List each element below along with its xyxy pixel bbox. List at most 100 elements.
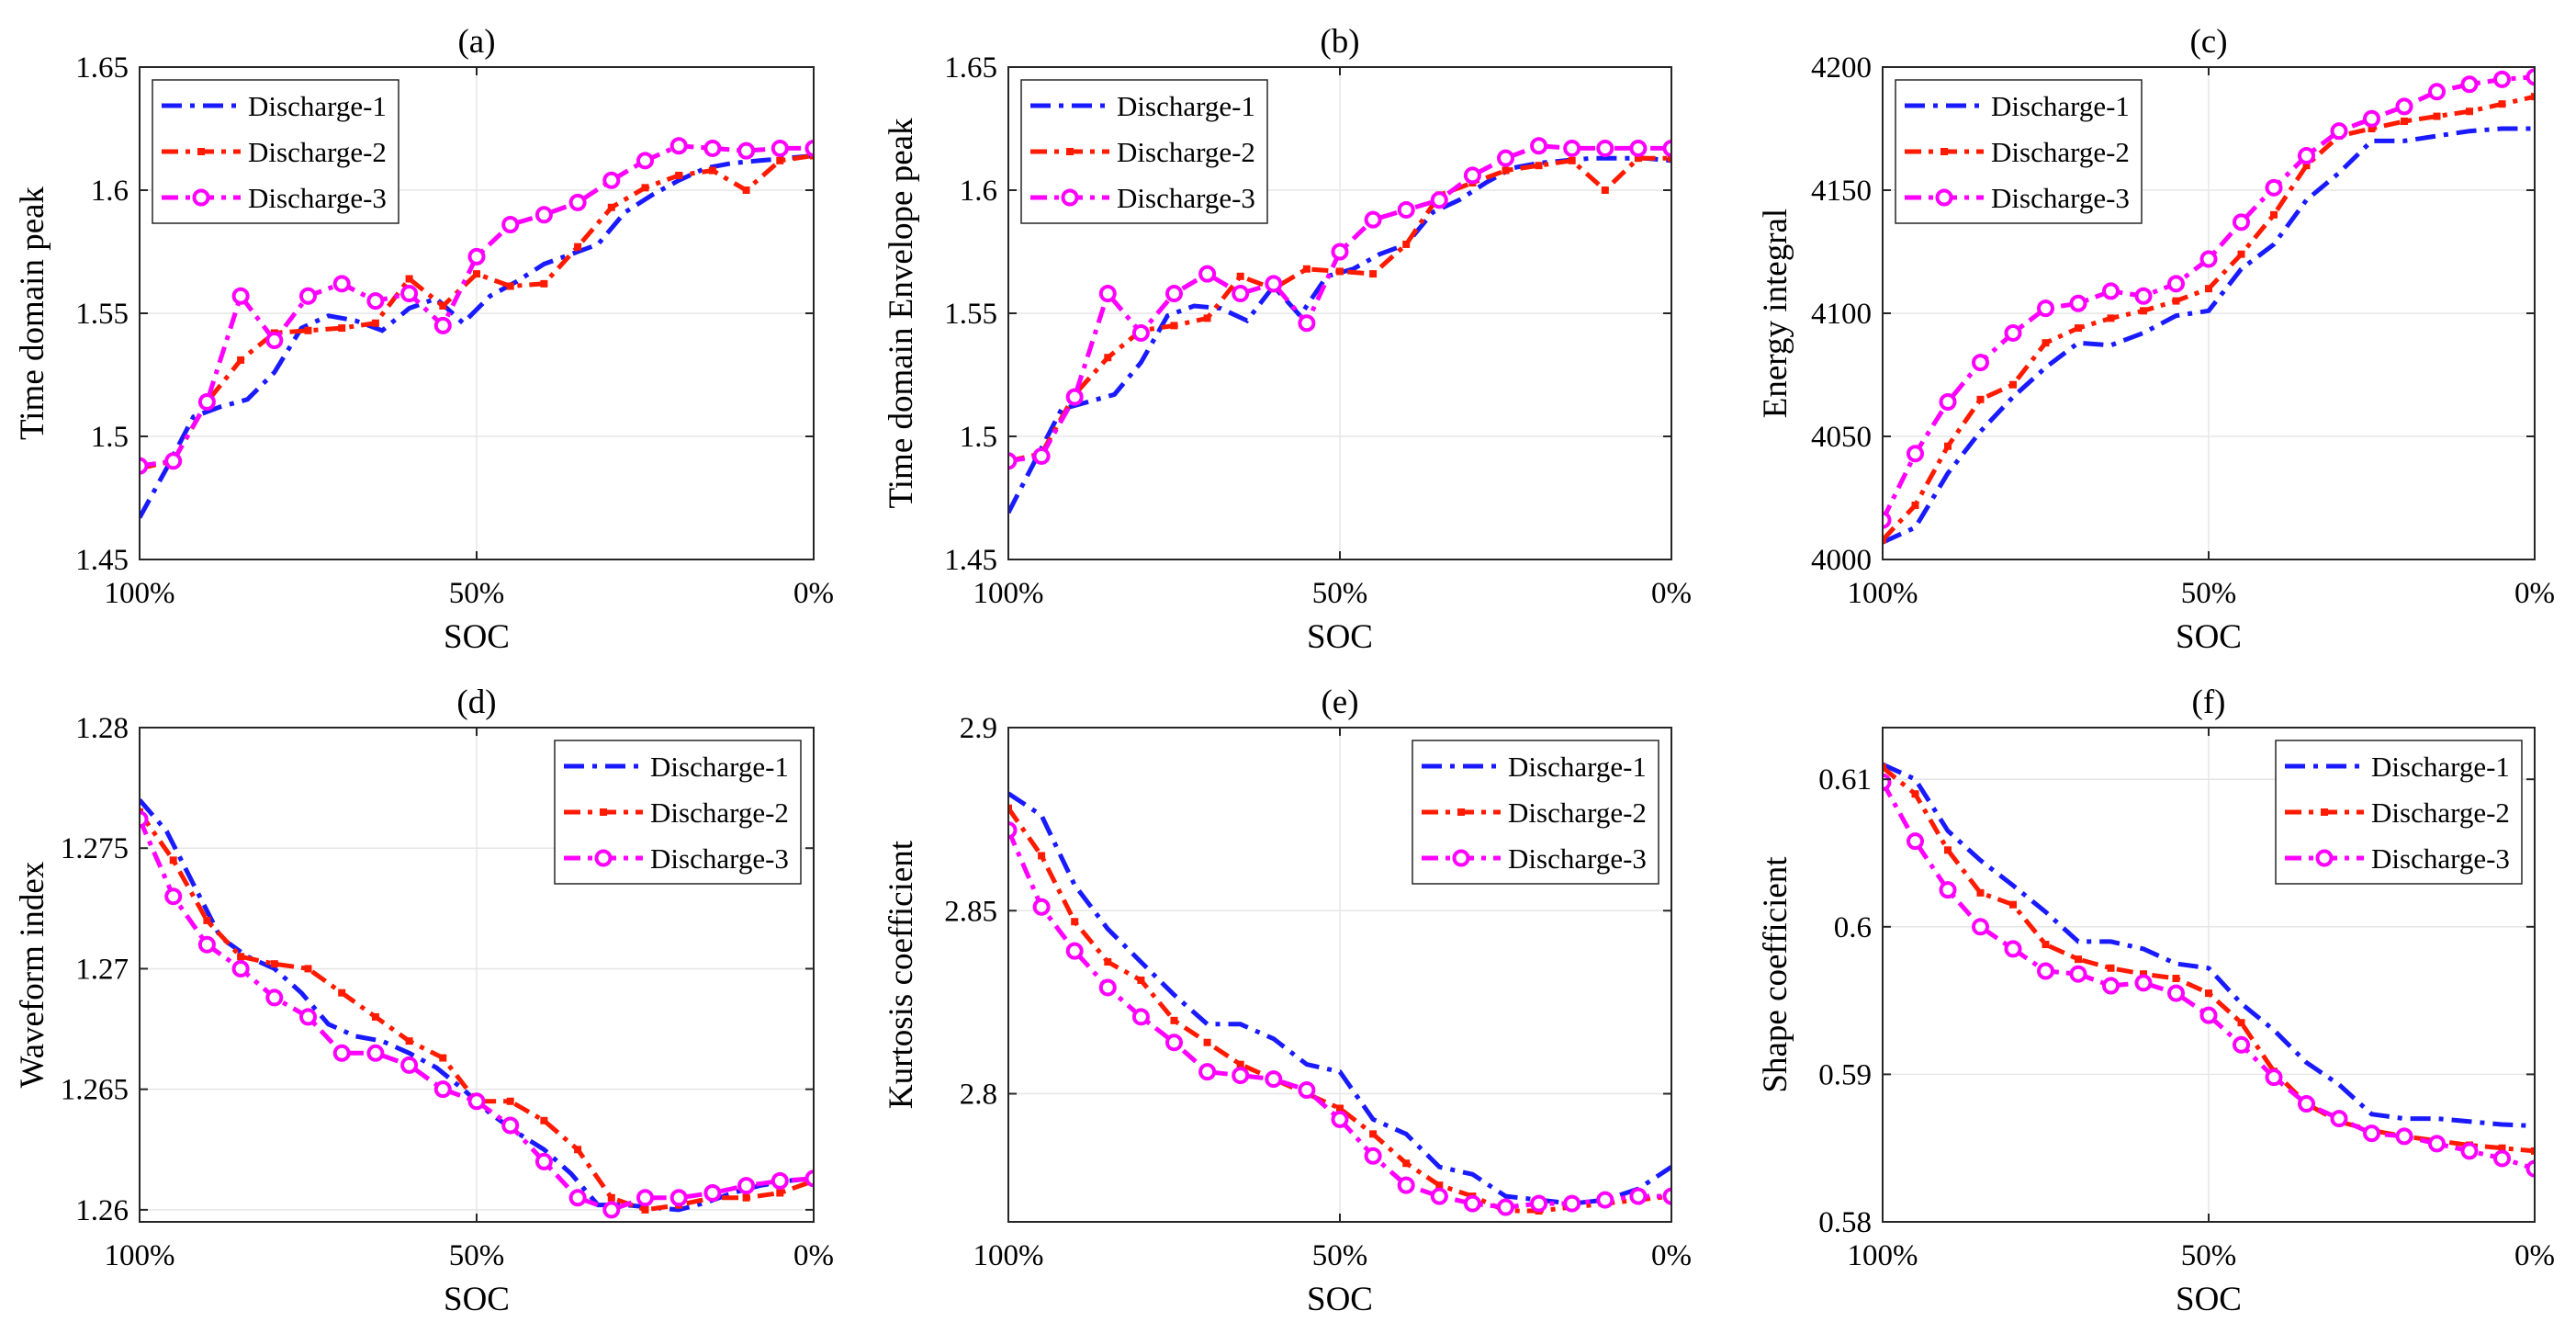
- data-point: [2004, 940, 2022, 958]
- data-point: [2107, 314, 2115, 322]
- y-tick-label: 2.85: [944, 895, 997, 928]
- x-tick-label: 100%: [973, 1239, 1044, 1272]
- x-axis-title: SOC: [2176, 618, 2242, 656]
- y-tick-label: 1.26: [75, 1194, 129, 1227]
- panel-d: 1.26 1.265 1.27 1.275 1.28 100% 50% 0% (d) SOC Wav…: [14, 684, 834, 1318]
- data-point: [1098, 978, 1117, 997]
- legend-label-discharge-2: Discharge-2: [1117, 136, 1255, 168]
- data-point: [1236, 272, 1244, 280]
- y-axis-title: Energy integral: [1757, 209, 1794, 418]
- data-point: [1232, 1067, 1250, 1085]
- data-point: [439, 1054, 447, 1062]
- data-point: [1098, 285, 1117, 303]
- data-point: [2298, 146, 2315, 164]
- data-point: [433, 1080, 452, 1099]
- data-point: [2069, 965, 2087, 983]
- data-point: [1265, 275, 1283, 293]
- y-tick-label: 1.265: [61, 1074, 129, 1107]
- data-point: [1336, 1104, 1344, 1113]
- data-point: [1911, 502, 1919, 510]
- legend-label-discharge-1: Discharge-1: [2371, 751, 2510, 783]
- legend-label-discharge-3: Discharge-3: [2371, 842, 2510, 875]
- series-group: [1883, 68, 2535, 545]
- data-point: [1131, 323, 1150, 342]
- x-tick-label: 0%: [2514, 577, 2555, 610]
- data-point: [2075, 955, 2082, 964]
- data-point: [299, 287, 317, 305]
- y-axis-title: Time domain Envelope peak: [883, 118, 920, 509]
- series-line-discharge-2: [140, 810, 814, 1213]
- data-point: [304, 326, 312, 334]
- y-tick-label: 4000: [1811, 544, 1872, 577]
- y-tick-label: 1.45: [944, 544, 997, 577]
- x-tick-label: 50%: [449, 577, 505, 610]
- legend-marker: [1061, 188, 1079, 207]
- data-point: [2531, 93, 2535, 101]
- legend-marker: [192, 188, 210, 207]
- legend-label-discharge-1: Discharge-1: [1508, 751, 1647, 783]
- data-point: [2298, 1095, 2315, 1113]
- data-point: [1530, 137, 1548, 155]
- data-point: [1972, 354, 1989, 372]
- data-point: [1944, 846, 1952, 854]
- data-point: [164, 887, 183, 906]
- data-point: [1563, 1194, 1581, 1213]
- series-group: [1883, 762, 2535, 1178]
- data-point: [636, 1189, 654, 1207]
- data-point: [2395, 1127, 2413, 1146]
- data-point: [1883, 763, 1886, 772]
- series-line-discharge-1: [1008, 791, 1671, 1206]
- data-point: [1563, 139, 1581, 157]
- data-point: [574, 243, 582, 251]
- legend: Discharge-1 Discharge-2 Discharge-3: [554, 740, 802, 885]
- data-point: [2498, 1144, 2506, 1152]
- data-point: [1972, 918, 1989, 936]
- data-point: [1298, 314, 1316, 333]
- data-point: [2042, 941, 2050, 949]
- series-line-discharge-1: [140, 153, 814, 519]
- legend-marker: [197, 148, 205, 155]
- data-point: [534, 1152, 553, 1170]
- data-point: [1369, 270, 1378, 278]
- data-point: [2363, 1124, 2380, 1143]
- x-tick-label: 100%: [973, 577, 1044, 610]
- data-point: [371, 1012, 379, 1021]
- y-tick-label: 0.59: [1818, 1058, 1872, 1091]
- data-point: [1601, 186, 1609, 194]
- legend-marker: [2321, 808, 2328, 816]
- series-line-discharge-1: [1883, 762, 2535, 1129]
- data-point: [2460, 1142, 2479, 1160]
- data-point: [1976, 395, 1985, 403]
- data-point: [1907, 832, 1924, 851]
- data-point: [1530, 1194, 1548, 1213]
- legend-marker: [600, 808, 607, 816]
- data-point: [1170, 322, 1178, 330]
- data-point: [1883, 536, 1886, 544]
- data-point: [1944, 442, 1952, 450]
- y-tick-label: 4100: [1811, 298, 1872, 331]
- y-tick-label: 1.45: [75, 544, 129, 577]
- data-point: [540, 1116, 548, 1124]
- data-point: [2140, 970, 2147, 978]
- data-point: [2525, 68, 2535, 86]
- data-point: [2107, 964, 2115, 972]
- data-point: [164, 452, 183, 470]
- data-point: [2493, 1149, 2511, 1168]
- x-tick-label: 50%: [2181, 577, 2237, 610]
- y-tick-label: 1.55: [944, 298, 997, 331]
- data-point: [1302, 265, 1310, 273]
- data-point: [270, 960, 278, 968]
- data-point: [2368, 125, 2376, 132]
- data-point: [1236, 1060, 1244, 1068]
- legend-label-discharge-2: Discharge-2: [2371, 797, 2510, 829]
- data-point: [2433, 112, 2441, 120]
- data-point: [2428, 1135, 2446, 1153]
- x-tick-label: 0%: [1651, 1239, 1692, 1272]
- data-point: [771, 1171, 789, 1190]
- data-point: [2134, 974, 2153, 992]
- data-point: [1662, 139, 1671, 157]
- x-axis-title: SOC: [444, 618, 510, 656]
- series-line-discharge-3: [140, 818, 814, 1213]
- data-point: [1369, 1130, 1378, 1138]
